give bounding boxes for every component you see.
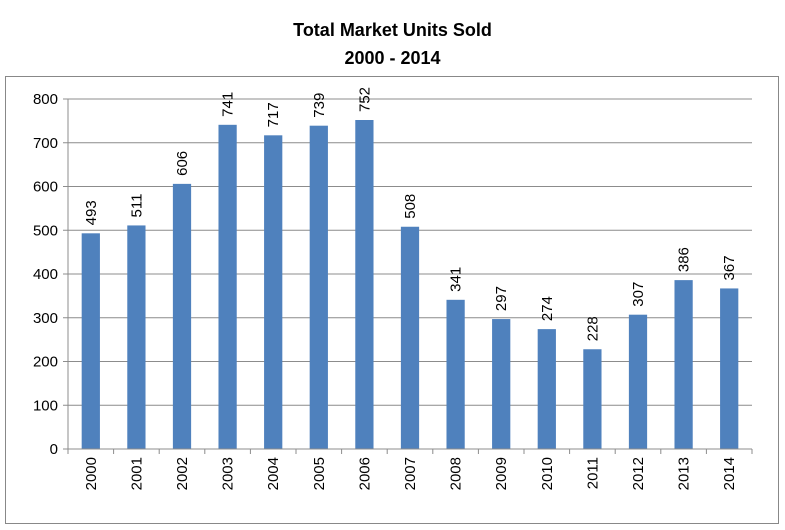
x-tick-label: 2004 — [265, 457, 282, 490]
x-tick-label: 2010 — [539, 457, 556, 490]
bar — [355, 120, 374, 449]
data-label: 741 — [220, 92, 237, 117]
data-label: 274 — [539, 296, 556, 321]
data-label: 297 — [493, 286, 510, 311]
bar — [400, 226, 420, 449]
data-label: 307 — [630, 282, 647, 307]
x-tick-label: 2007 — [402, 457, 419, 490]
bar — [172, 183, 192, 449]
y-tick-label: 0 — [50, 441, 58, 458]
x-tick-label: 2011 — [584, 457, 601, 489]
bar — [218, 124, 237, 449]
x-tick-label: 2012 — [630, 457, 647, 490]
data-label: 752 — [356, 87, 373, 112]
data-label: 739 — [311, 93, 328, 118]
data-label: 717 — [265, 102, 282, 127]
data-label: 493 — [83, 200, 100, 225]
bar — [127, 225, 146, 449]
x-tick-label: 2001 — [128, 457, 145, 490]
bar — [446, 299, 465, 449]
y-tick-label: 700 — [33, 135, 58, 152]
data-label: 511 — [128, 194, 145, 218]
chart-title: Total Market Units Sold — [293, 20, 492, 40]
y-tick-label: 200 — [33, 354, 58, 371]
bar — [537, 329, 556, 449]
y-tick-label: 300 — [33, 310, 58, 327]
bar — [628, 314, 648, 449]
bar — [81, 233, 100, 449]
x-tick-label: 2003 — [220, 457, 237, 490]
x-tick-label: 2000 — [83, 457, 100, 490]
bar — [674, 280, 693, 449]
x-tick-label: 2002 — [174, 457, 191, 490]
data-label: 386 — [676, 247, 693, 272]
bar — [309, 125, 328, 449]
bar — [264, 135, 283, 449]
x-tick-label: 2013 — [676, 457, 693, 490]
y-tick-label: 400 — [33, 266, 58, 283]
x-tick-label: 2008 — [448, 457, 465, 490]
data-label: 508 — [402, 194, 419, 219]
y-tick-label: 500 — [33, 222, 58, 239]
data-label: 606 — [174, 151, 191, 176]
y-tick-label: 600 — [33, 179, 58, 196]
x-tick-label: 2014 — [721, 457, 738, 490]
x-tick-label: 2006 — [356, 457, 373, 490]
bar — [492, 319, 511, 449]
data-label: 341 — [448, 267, 465, 292]
data-label: 228 — [584, 316, 601, 341]
chart-subtitle: 2000 - 2014 — [344, 48, 441, 68]
data-label: 367 — [721, 255, 738, 280]
bar — [720, 288, 739, 449]
y-tick-label: 800 — [33, 91, 58, 108]
chart-frame — [5, 76, 779, 524]
y-tick-label: 100 — [33, 397, 58, 414]
x-tick-label: 2009 — [493, 457, 510, 490]
bar — [583, 349, 602, 449]
x-tick-label: 2005 — [311, 457, 328, 490]
